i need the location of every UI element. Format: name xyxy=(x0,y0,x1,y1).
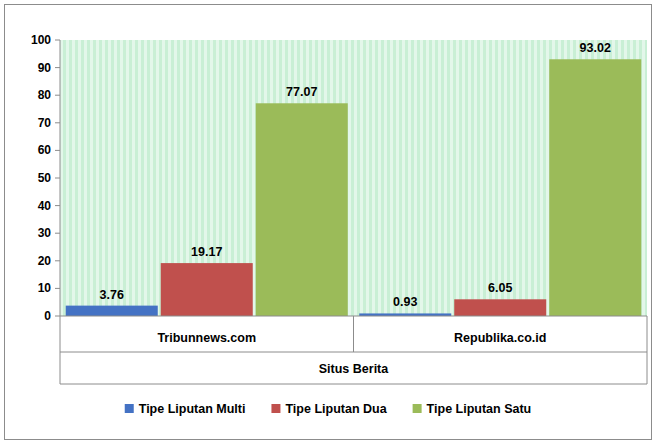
data-label: 19.17 xyxy=(191,245,222,259)
y-tick-label: 50 xyxy=(38,171,52,185)
legend-item: Tipe Liputan Dua xyxy=(271,402,387,416)
y-tick xyxy=(55,288,60,289)
x-tick xyxy=(353,316,354,352)
legend-swatch xyxy=(413,404,422,413)
y-tick-label: 0 xyxy=(44,309,51,323)
chart-frame xyxy=(5,5,652,440)
bar xyxy=(256,103,348,316)
plot-background xyxy=(60,40,647,316)
legend: Tipe Liputan Multi Tipe Liputan Dua Tipe L… xyxy=(125,402,532,416)
y-tick-label: 100 xyxy=(31,33,51,47)
y-tick xyxy=(55,150,60,151)
y-tick xyxy=(55,40,60,41)
bar xyxy=(454,299,546,316)
y-tick-label: 80 xyxy=(38,88,52,102)
x-tick-label: Republika.co.id xyxy=(454,331,546,345)
y-tick-label: 10 xyxy=(38,281,52,295)
data-label: 77.07 xyxy=(286,85,317,99)
data-label: 6.05 xyxy=(488,281,512,295)
y-tick-label: 30 xyxy=(38,226,52,240)
x-tick xyxy=(647,316,648,384)
y-axis xyxy=(60,40,61,316)
x-tick-label: Tribunnews.com xyxy=(157,331,256,345)
legend-item: Tipe Liputan Satu xyxy=(413,402,532,416)
x-tick xyxy=(60,316,61,384)
legend-swatch xyxy=(125,404,134,413)
y-tick xyxy=(55,122,60,123)
y-tick-label: 70 xyxy=(38,116,52,130)
bars xyxy=(66,59,642,316)
y-tick xyxy=(55,178,60,179)
legend-label: Tipe Liputan Satu xyxy=(427,402,532,416)
data-labels: 3.76 19.17 77.07 0.93 6.05 93.02 xyxy=(100,41,611,309)
y-tick xyxy=(55,316,60,317)
data-label: 93.02 xyxy=(580,41,611,55)
data-label: 0.93 xyxy=(393,295,417,309)
legend-label: Tipe Liputan Multi xyxy=(139,402,246,416)
y-tick xyxy=(55,233,60,234)
y-tick xyxy=(55,95,60,96)
bar xyxy=(161,263,253,316)
bar xyxy=(66,306,158,316)
legend-label: Tipe Liputan Dua xyxy=(285,402,387,416)
y-tick-label: 90 xyxy=(38,61,52,75)
x-axis-divider xyxy=(60,384,647,385)
x-axis-label: Situs Berita xyxy=(319,362,390,376)
y-tick xyxy=(55,67,60,68)
chart-svg: 0 10 20 30 40 50 60 70 80 90 100 3.76 19.17 77.07 0.93… xyxy=(0,0,656,444)
y-tick-label: 20 xyxy=(38,254,52,268)
data-label: 3.76 xyxy=(100,288,124,302)
bar xyxy=(549,59,641,316)
legend-item: Tipe Liputan Multi xyxy=(125,402,246,416)
y-tick-label: 60 xyxy=(38,143,52,157)
chart-container: 0 10 20 30 40 50 60 70 80 90 100 3.76 19.17 77.07 0.93… xyxy=(0,0,656,444)
legend-swatch xyxy=(271,404,280,413)
y-tick-label: 40 xyxy=(38,199,52,213)
y-tick xyxy=(55,260,60,261)
y-tick xyxy=(55,205,60,206)
